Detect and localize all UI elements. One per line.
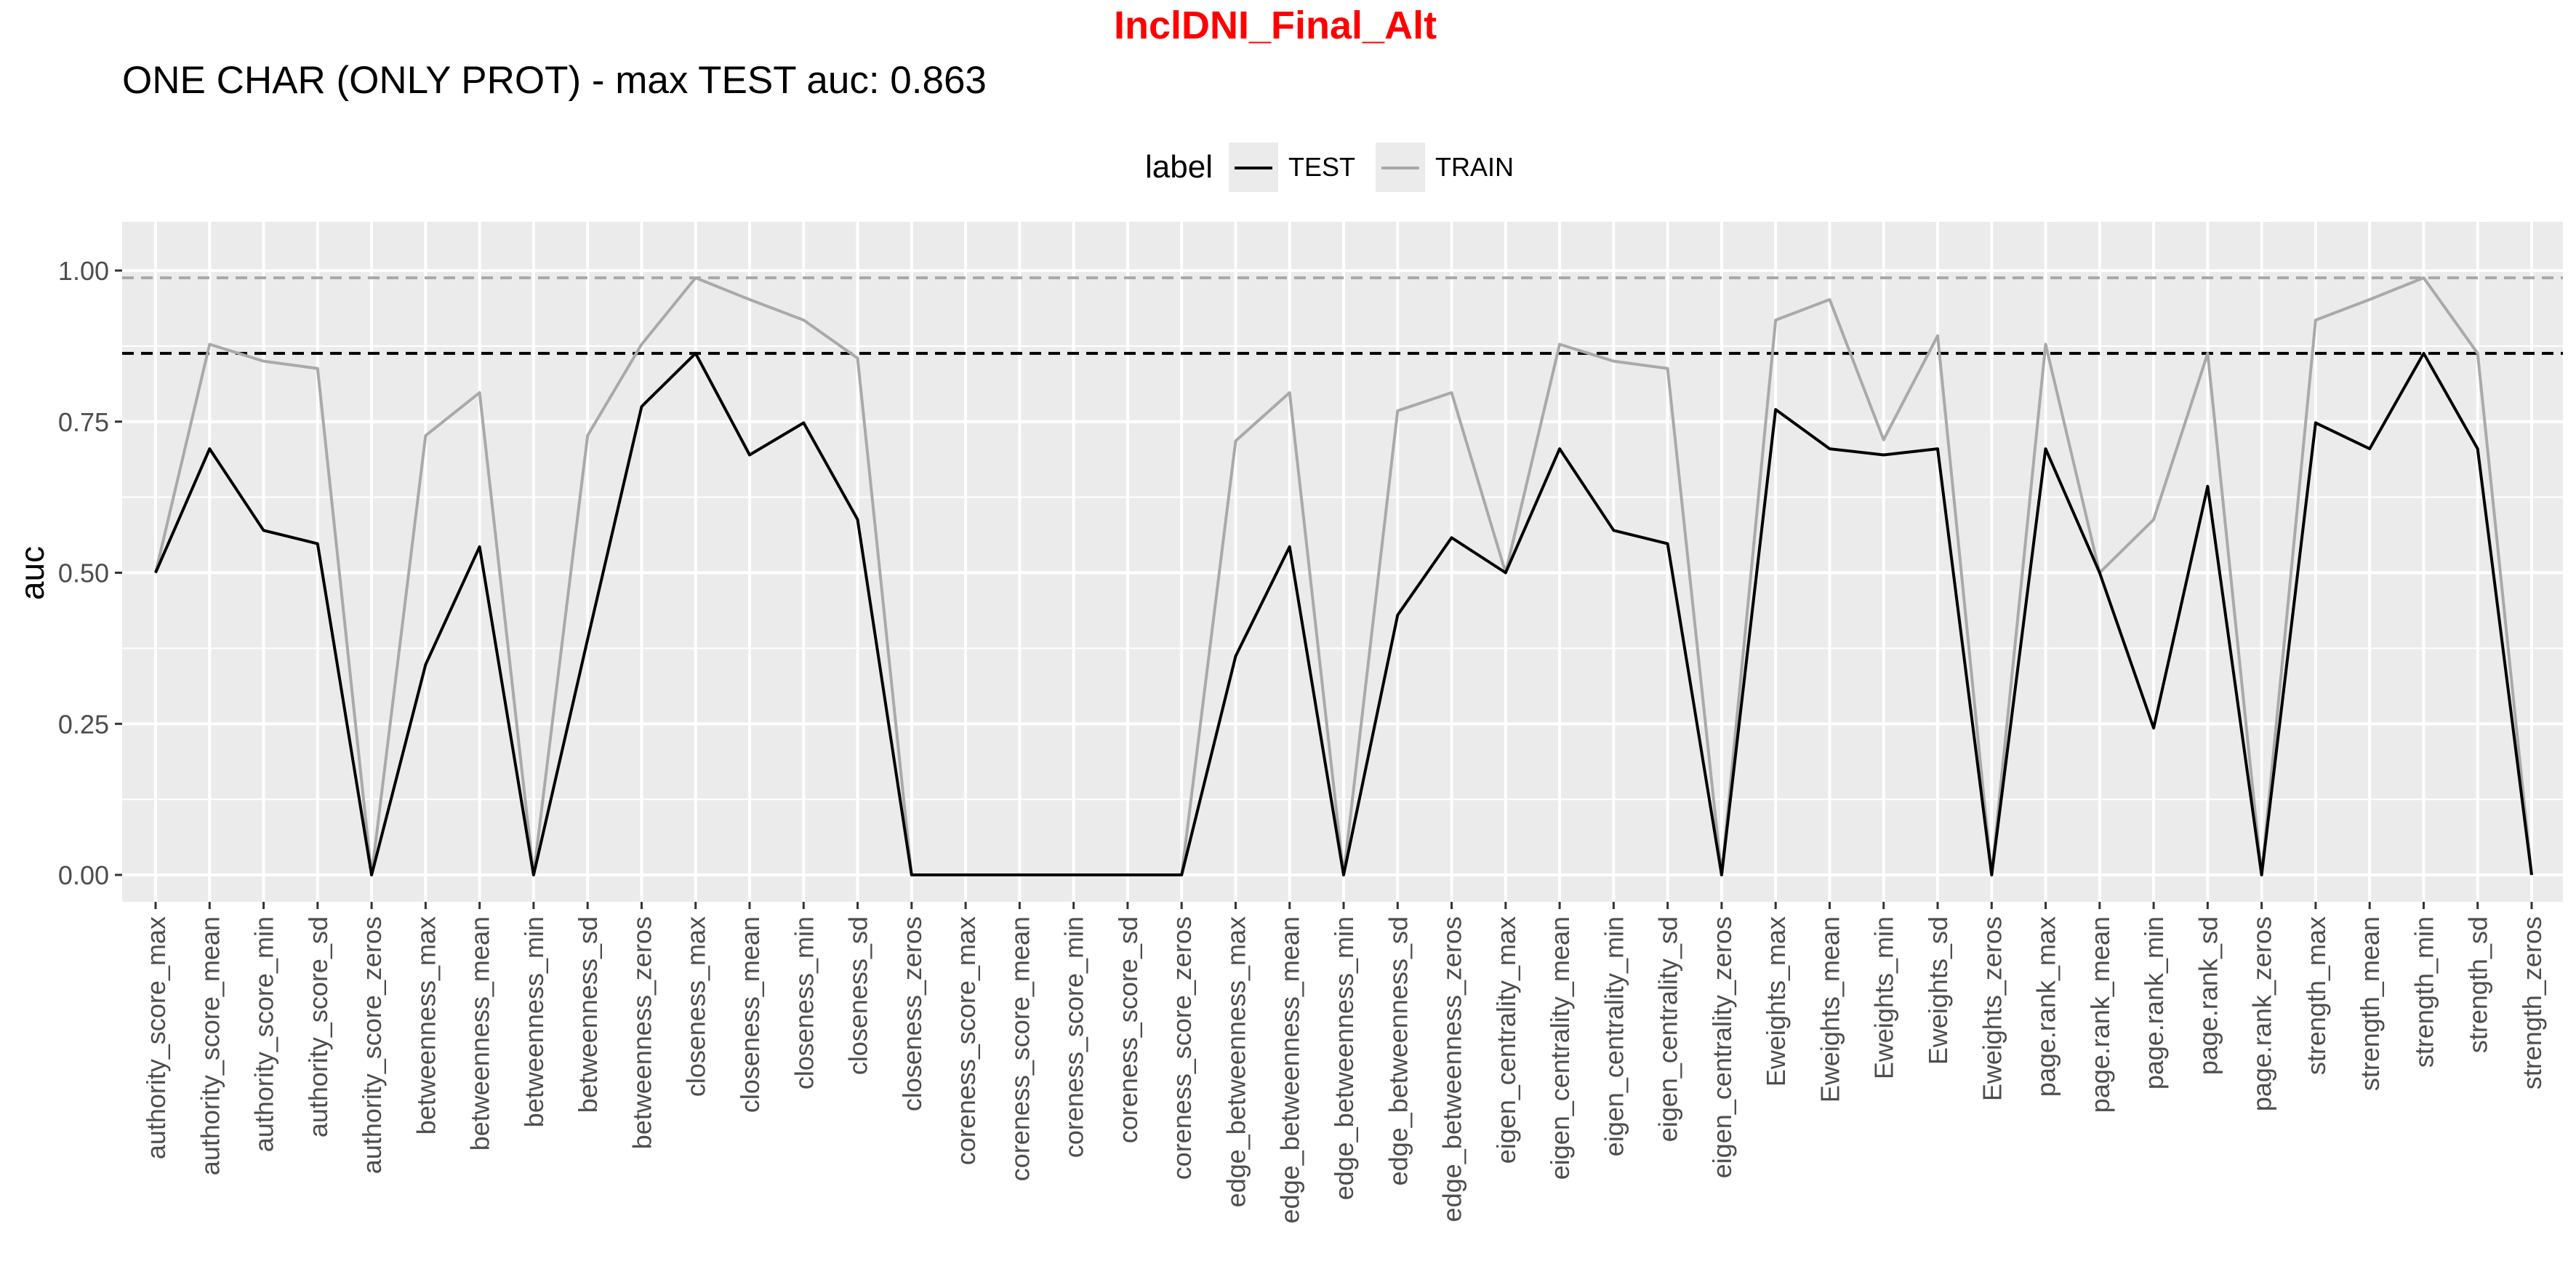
- x-tick-label: coreness_score_zeros: [1167, 916, 1197, 1180]
- x-tick-label: edge_betweenness_min: [1329, 916, 1359, 1200]
- legend-title: label: [1145, 149, 1213, 185]
- y-axis: 0.00 0.25 0.50 0.75 1.00: [58, 256, 122, 890]
- y-tick-label: 0.00: [58, 860, 109, 890]
- x-tick-label: strength_zeros: [2517, 916, 2547, 1089]
- x-tick-label: authority_score_mean: [195, 916, 225, 1175]
- x-tick-label: coreness_score_mean: [1005, 916, 1035, 1181]
- x-tick-label: Eweights_max: [1761, 916, 1791, 1087]
- x-tick-label: betweenness_min: [519, 916, 549, 1127]
- x-tick-label: page.rank_max: [2031, 916, 2061, 1097]
- x-tick-label: strength_sd: [2463, 916, 2493, 1053]
- x-tick-label: closeness_min: [789, 916, 819, 1089]
- x-tick-label: strength_mean: [2355, 916, 2385, 1091]
- chart-title: InclDNI_Final_Alt: [1114, 4, 1437, 47]
- x-tick-label: authority_score_min: [249, 916, 279, 1152]
- x-tick-label: closeness_max: [681, 916, 711, 1097]
- x-tick-label: authority_score_sd: [303, 916, 333, 1137]
- x-axis: authority_score_max authority_score_mean a…: [141, 902, 2547, 1223]
- series-lines: [154, 276, 2533, 876]
- legend-label-train: TRAIN: [1435, 152, 1514, 182]
- x-tick-label: page.rank_mean: [2085, 916, 2115, 1113]
- y-tick-label: 0.75: [58, 407, 109, 437]
- x-tick-label: closeness_sd: [843, 916, 873, 1075]
- x-tick-label: betweenness_zeros: [627, 916, 657, 1149]
- x-tick-label: strength_min: [2409, 916, 2439, 1068]
- y-axis-label: auc: [13, 546, 51, 600]
- x-tick-label: eigen_centrality_min: [1599, 916, 1629, 1156]
- x-tick-label: Eweights_min: [1869, 916, 1899, 1079]
- x-tick-label: strength_max: [2301, 916, 2331, 1075]
- x-tick-label: page.rank_zeros: [2247, 916, 2277, 1111]
- x-tick-label: betweenness_mean: [465, 916, 495, 1151]
- x-tick-label: page.rank_sd: [2193, 916, 2223, 1075]
- x-tick-label: betweenness_sd: [573, 916, 603, 1113]
- x-tick-label: edge_betweenness_max: [1221, 916, 1251, 1207]
- chart-subtitle: ONE CHAR (ONLY PROT) - max TEST auc: 0.8…: [122, 59, 987, 102]
- legend: label TEST TRAIN: [1145, 143, 1534, 192]
- reference-lines: [122, 276, 2563, 355]
- x-tick-label: authority_score_zeros: [357, 916, 387, 1174]
- x-tick-label: page.rank_min: [2139, 916, 2169, 1089]
- x-tick-label: eigen_centrality_max: [1491, 916, 1521, 1164]
- legend-key-train: [1375, 143, 1425, 192]
- x-tick-label: authority_score_max: [141, 916, 171, 1159]
- legend-swatch-test: [1234, 167, 1272, 169]
- y-tick-label: 0.25: [58, 709, 109, 739]
- x-tick-label: eigen_centrality_sd: [1653, 916, 1683, 1142]
- x-tick-label: edge_betweenness_mean: [1275, 916, 1305, 1223]
- x-tick-label: Eweights_sd: [1923, 916, 1953, 1065]
- x-tick-label: edge_betweenness_sd: [1383, 916, 1413, 1185]
- x-tick-label: eigen_centrality_mean: [1545, 916, 1575, 1180]
- x-tick-label: closeness_mean: [735, 916, 765, 1113]
- x-tick-label: coreness_score_sd: [1113, 916, 1143, 1143]
- x-tick-label: eigen_centrality_zeros: [1707, 916, 1737, 1178]
- legend-label-test: TEST: [1288, 152, 1355, 182]
- x-tick-label: closeness_zeros: [897, 916, 927, 1111]
- x-tick-label: coreness_score_max: [951, 916, 981, 1165]
- y-tick-label: 1.00: [58, 256, 109, 286]
- x-tick-label: betweenness_max: [411, 916, 441, 1135]
- grid-major: [122, 222, 2563, 902]
- y-tick-label: 0.50: [58, 559, 109, 588]
- x-tick-label: coreness_score_min: [1059, 916, 1089, 1158]
- x-tick-label: edge_betweenness_zeros: [1437, 916, 1467, 1222]
- series-line-test: [154, 351, 2533, 876]
- legend-swatch-train: [1381, 167, 1419, 169]
- x-tick-label: Eweights_zeros: [1977, 916, 2007, 1101]
- x-tick-label: Eweights_mean: [1815, 916, 1845, 1103]
- legend-key-test: [1228, 143, 1278, 192]
